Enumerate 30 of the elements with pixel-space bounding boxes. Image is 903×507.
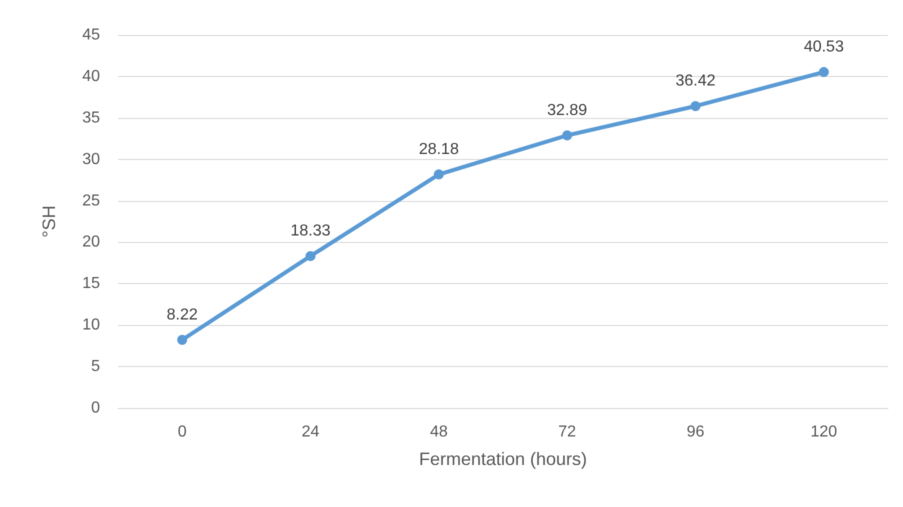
y-tick-label: 45 [82,26,100,44]
y-axis-title: °SH [39,205,59,238]
data-label: 28.18 [418,140,459,158]
y-tick-label: 0 [91,400,100,416]
point [434,169,444,180]
x-tick-label: 120 [810,424,838,440]
x-tick-label: 72 [558,424,576,440]
data-label: 8.22 [166,306,198,324]
y-tick-label: 10 [82,316,100,334]
x-tick-label: 48 [430,424,448,440]
x-tick-label: 0 [178,424,187,440]
y-tick-label: 40 [82,68,100,85]
y-tick-label: 20 [82,234,100,251]
point [177,334,188,345]
data-label: 36.42 [675,72,716,90]
point [562,130,572,140]
data-label: 32.89 [547,102,588,119]
data-label: 18.33 [290,222,331,240]
y-tick-label: 5 [91,358,100,376]
x-tick-label: 96 [686,424,704,440]
y-tick-label: 30 [82,150,100,168]
x-tick-label: 24 [302,424,320,440]
data-label: 40.53 [804,38,844,56]
point [690,101,700,112]
x-axis-title: Fermentation (hours) [418,449,588,469]
point [306,251,316,262]
y-tick-label: 35 [82,109,100,126]
y-tick-label: 15 [82,275,100,292]
point [818,67,829,78]
y-tick-label: 25 [82,192,100,210]
